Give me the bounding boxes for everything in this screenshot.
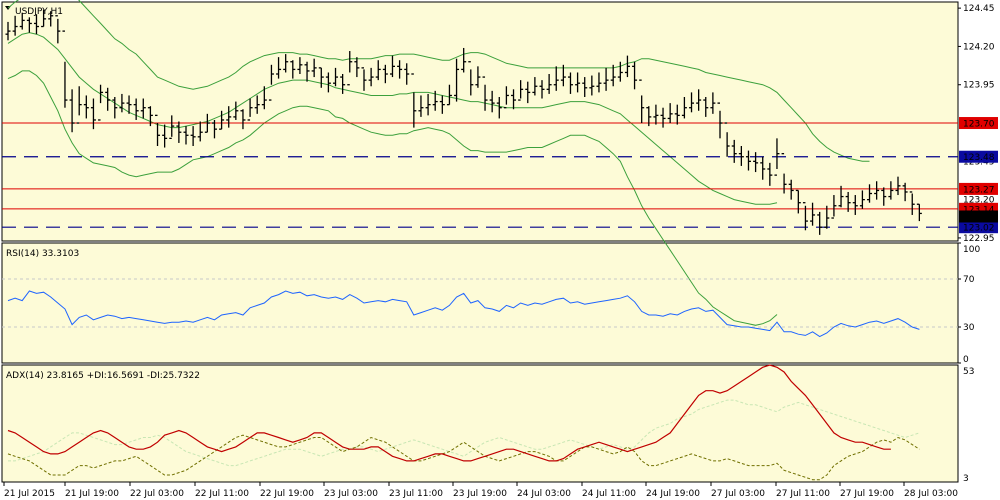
rsi-panel[interactable] [2,278,958,338]
panel-bg-2 [1,364,959,483]
level-label-3: 123.48 [963,153,995,163]
rsi-tick-label: 70 [963,275,975,285]
time-tick-label: 27 Jul 11:00 [776,489,830,499]
price-tick-label: 123.95 [963,81,995,91]
level-label-4: 123.02 [963,224,995,234]
time-tick-label: 24 Jul 11:00 [582,489,636,499]
band-lower-line [7,70,778,326]
time-tick-label: 21 Jul 19:00 [65,489,119,499]
level-label-4-bg [959,221,998,234]
panel-bg-0 [1,1,959,242]
price-tick-label: 122.95 [963,234,995,244]
price-tick-label: 124.20 [963,42,995,52]
time-tick-label: 23 Jul 03:00 [324,489,378,499]
level-label-1-bg [959,182,998,195]
chart-panels [1,1,959,483]
rsi-title: RSI(14) 33.3103 [6,249,79,259]
current-price-label-bg [959,210,998,223]
time-tick-label: 28 Jul 03:00 [904,489,958,499]
level-label-0: 123.70 [963,120,995,130]
time-tick-label: 23 Jul 11:00 [389,489,443,499]
price-tick-label: 123.20 [963,196,995,206]
price-panel[interactable] [2,0,958,326]
time-tick-label: 22 Jul 03:00 [130,489,184,499]
adx-tick-label: 3 [963,474,969,484]
time-tick-label: 27 Jul 03:00 [711,489,765,499]
adx-title: ADX(14) 23.8165 +DI:16.5691 -DI:25.7322 [6,371,200,381]
rsi-tick-label: 0 [963,355,969,365]
time-tick-label: 23 Jul 19:00 [453,489,507,499]
level-label-0-bg [959,117,998,130]
axes: 124.45124.20123.95122.95123.45123.20123.… [3,4,998,499]
time-tick-label: 24 Jul 19:00 [646,489,700,499]
band-upper-line [7,0,870,162]
rsi-line [7,290,920,338]
symbol-title: USDJPY,H1 [15,7,63,17]
plus-di-line [7,434,920,481]
level-label-1: 123.27 [963,185,995,195]
adx-tick-label: 53 [963,367,974,377]
time-tick-label: 24 Jul 03:00 [517,489,571,499]
price-tick-label: 124.45 [963,4,995,14]
rsi-tick-label: 100 [963,245,980,255]
time-tick-label: 27 Jul 19:00 [840,489,894,499]
level-label-2: 123.14 [963,205,995,215]
adx-line [7,364,891,462]
level-label-3-bg [959,150,998,163]
minus-di-line [8,399,920,467]
time-tick-label: 22 Jul 11:00 [195,489,249,499]
current-price-label: 123.09 [963,213,995,223]
time-tick-label: 22 Jul 19:00 [260,489,314,499]
time-tick-label: 21 Jul 2015 [4,489,55,499]
rsi-tick-label: 30 [963,323,975,333]
adx-panel[interactable] [7,364,920,481]
